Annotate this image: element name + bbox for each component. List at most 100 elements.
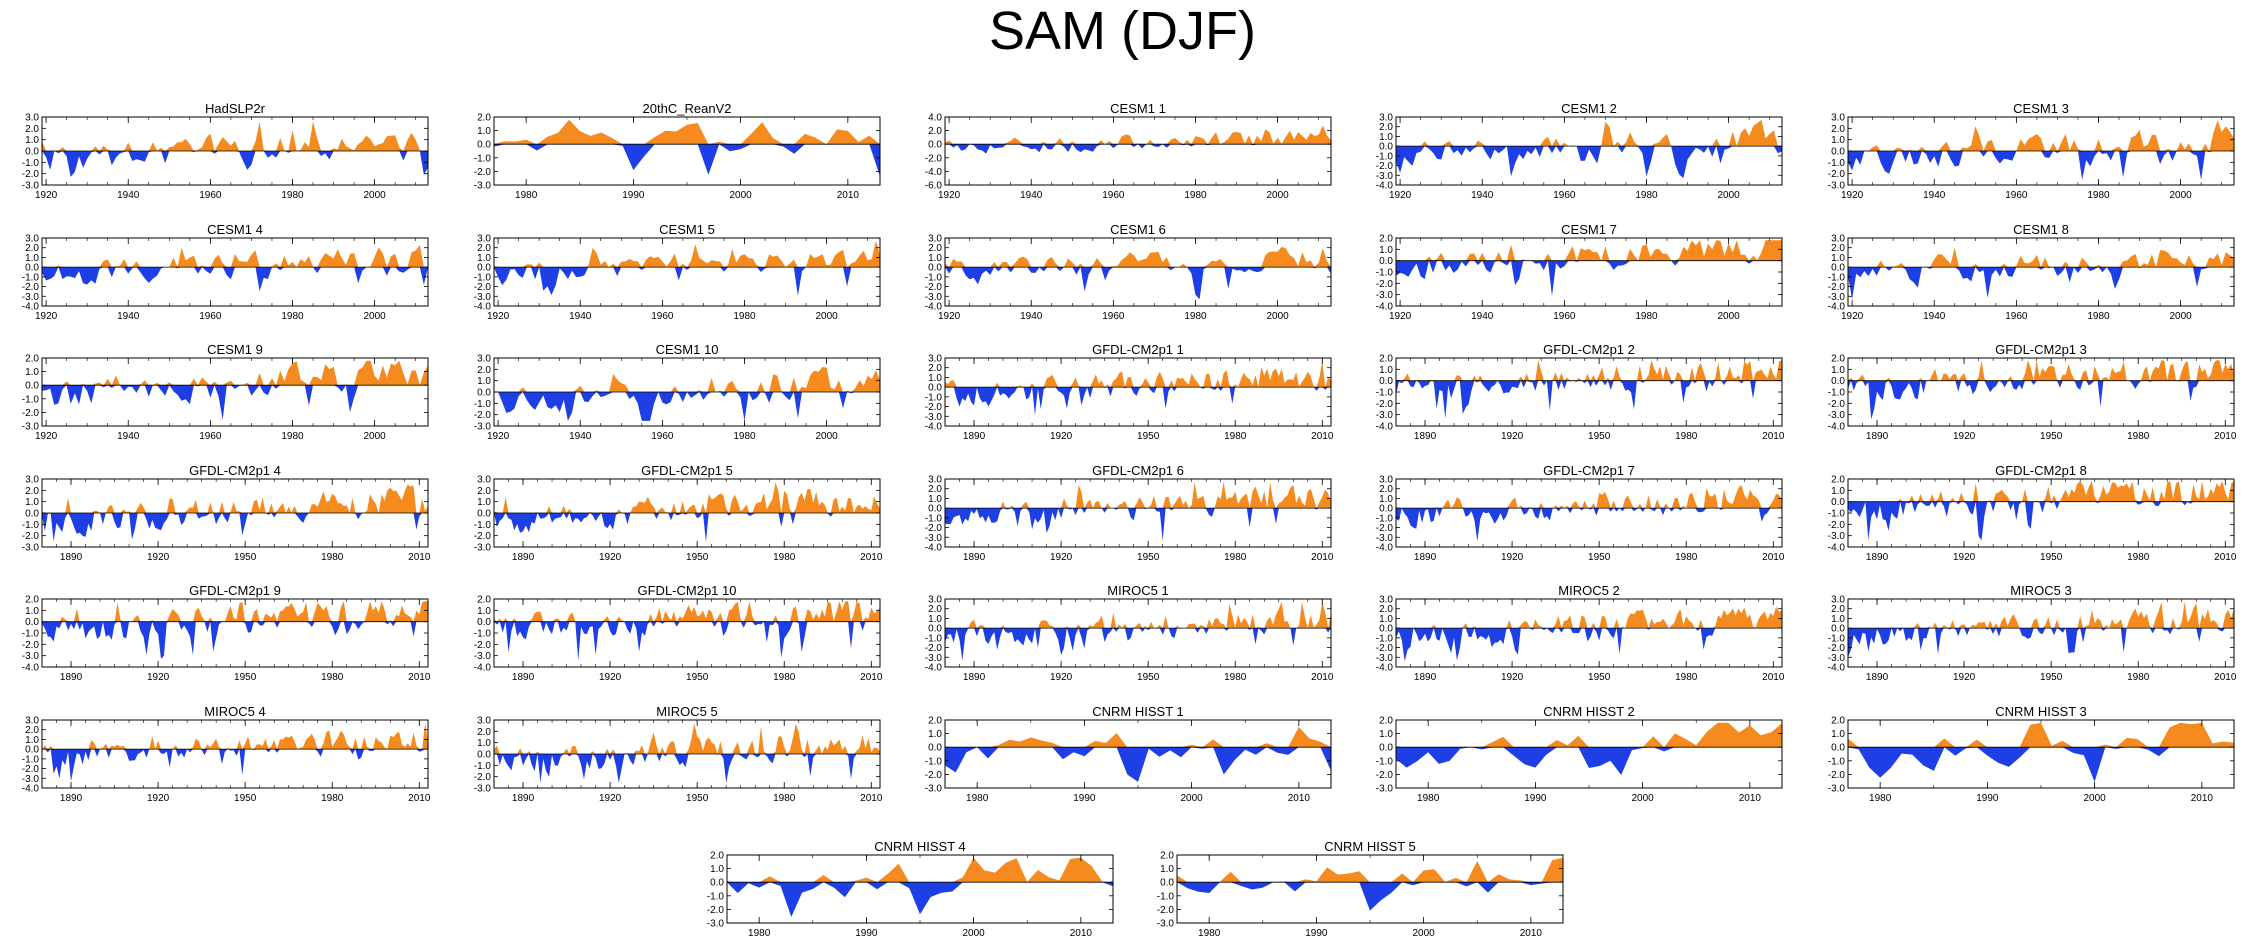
plot-frame	[493, 237, 881, 307]
y-tick-label: -2.0	[474, 772, 492, 783]
x-tick-label: 1920	[1953, 672, 1976, 683]
x-tick-label: 1950	[234, 672, 257, 683]
negative-area	[42, 749, 428, 782]
y-tick-label: 1.0	[928, 494, 942, 505]
x-tick-label: 1980	[321, 552, 344, 563]
x-tick-label: 1920	[1050, 431, 1073, 442]
y-tick-label: -3.0	[474, 651, 492, 662]
panel-31: CNRM HISST 4 2.0 1.0 0.0 -1.0 -2.0 -3.0 1980 199…	[707, 839, 1114, 939]
x-tick-label: 1980	[1224, 431, 1247, 442]
panel-28: CNRM HISST 1 2.0 1.0 0.0 -1.0 -2.0 -3.0 1980 199…	[925, 704, 1332, 804]
panel-title: CESM1 5	[659, 222, 715, 237]
y-tick-label: -3.0	[22, 181, 40, 192]
y-tick-label: -3.0	[925, 784, 943, 795]
y-tick-label: -1.0	[1376, 268, 1394, 279]
y-tick-label: -1.0	[474, 153, 492, 164]
x-tick-label: 1980	[1635, 190, 1658, 201]
x-tick-label: 1950	[686, 672, 709, 683]
y-tick-label: 2.0	[477, 486, 491, 497]
y-tick-label: 1.0	[928, 373, 942, 384]
y-tick-label: -1.0	[925, 272, 943, 283]
x-tick-label: 2010	[1762, 672, 1785, 683]
y-tick-label: -1.0	[474, 399, 492, 410]
x-tick-label: 1920	[599, 793, 622, 804]
x-tick-label: 1980	[1417, 793, 1440, 804]
x-tick-label: 2000	[1631, 793, 1654, 804]
y-tick-label: 3.0	[1831, 113, 1845, 124]
x-tick-label: 1980	[733, 311, 756, 322]
panel-18: GFDL-CM2p1 6 3.02.01.00.0-1.0-2.0-3.0-4.0…	[925, 463, 1334, 563]
y-tick-label: 1.0	[477, 126, 491, 137]
y-tick-label: 1.0	[1379, 614, 1393, 625]
panel-title: MIROC5 5	[656, 704, 717, 719]
x-tick-label: 2010	[408, 672, 431, 683]
y-tick-label: 0.0	[25, 147, 39, 158]
y-tick-label: 1.0	[25, 135, 39, 146]
panel-title: CESM1 9	[207, 342, 263, 357]
negative-area	[945, 144, 1331, 154]
x-tick-label: 2010	[1520, 928, 1543, 939]
negative-area	[42, 267, 428, 292]
y-tick-label: 2.0	[25, 354, 39, 365]
positive-area	[1177, 857, 1563, 883]
x-tick-label: 1980	[1869, 793, 1892, 804]
y-tick-label: 2.0	[477, 727, 491, 738]
y-tick-label: 1.0	[25, 735, 39, 746]
x-tick-label: 1960	[651, 431, 674, 442]
positive-area	[945, 360, 1331, 388]
x-tick-label: 2010	[1762, 431, 1785, 442]
y-tick-label: -1.0	[1828, 388, 1846, 399]
y-tick-label: -4.0	[925, 422, 943, 433]
y-tick-label: -2.0	[925, 153, 943, 164]
negative-area	[494, 392, 880, 421]
panel-15: GFDL-CM2p1 3 2.01.00.0-1.0-2.0-3.0-4.0 189…	[1828, 342, 2237, 442]
x-tick-label: 1890	[60, 552, 83, 563]
positive-area	[494, 367, 880, 392]
negative-area	[727, 882, 1113, 917]
y-tick-label: 1.0	[477, 253, 491, 264]
x-tick-label: 1920	[1953, 552, 1976, 563]
x-tick-label: 1920	[1050, 672, 1073, 683]
negative-area	[1396, 260, 1782, 297]
x-tick-label: 1950	[1137, 672, 1160, 683]
positive-area	[494, 723, 880, 754]
panel-title: CESM1 10	[656, 342, 719, 357]
negative-area	[945, 508, 1331, 541]
x-tick-label: 1920	[599, 672, 622, 683]
y-tick-label: 3.0	[928, 354, 942, 365]
panel-24: MIROC5 2 3.02.01.00.0-1.0-2.0-3.0-4.0 1890…	[1376, 583, 1785, 683]
y-tick-label: -1.0	[1376, 633, 1394, 644]
x-tick-label: 1980	[1184, 190, 1207, 201]
plot-frame	[1395, 478, 1783, 548]
x-tick-label: 1920	[1953, 431, 1976, 442]
y-tick-label: -2.0	[22, 169, 40, 180]
y-tick-label: 1.0	[1379, 729, 1393, 740]
panel-17: GFDL-CM2p1 5 3.02.01.00.0-1.0-2.0-3.0 1890…	[474, 463, 883, 563]
x-tick-label: 1960	[199, 431, 222, 442]
x-tick-label: 1980	[733, 431, 756, 442]
y-tick-label: 1.0	[1379, 365, 1393, 376]
y-tick-label: -1.0	[22, 629, 40, 640]
y-tick-label: 2.0	[928, 126, 942, 137]
y-tick-label: -1.0	[1376, 151, 1394, 162]
x-tick-label: 1950	[1588, 672, 1611, 683]
x-tick-label: 2010	[1311, 552, 1334, 563]
negative-area	[1848, 151, 2234, 180]
plot-frame	[944, 478, 1332, 548]
y-tick-label: 0.0	[1379, 504, 1393, 515]
positive-area	[945, 481, 1331, 509]
panel-22: GFDL-CM2p1 10 2.01.00.0-1.0-2.0-3.0-4.0 18…	[474, 583, 883, 683]
x-tick-label: 1990	[1305, 928, 1328, 939]
x-tick-label: 1950	[234, 552, 257, 563]
x-tick-label: 2000	[1717, 311, 1740, 322]
x-tick-label: 1950	[1588, 552, 1611, 563]
y-tick-label: -3.0	[474, 181, 492, 192]
negative-area	[42, 513, 428, 542]
y-tick-label: 2.0	[928, 243, 942, 254]
y-tick-label: -1.0	[925, 513, 943, 524]
x-tick-label: 2010	[408, 552, 431, 563]
panel-title: CNRM HISST 3	[1995, 704, 2087, 719]
y-tick-label: 3.0	[1379, 475, 1393, 486]
y-tick-label: -4.0	[1828, 302, 1846, 313]
x-tick-label: 1990	[1976, 793, 1999, 804]
